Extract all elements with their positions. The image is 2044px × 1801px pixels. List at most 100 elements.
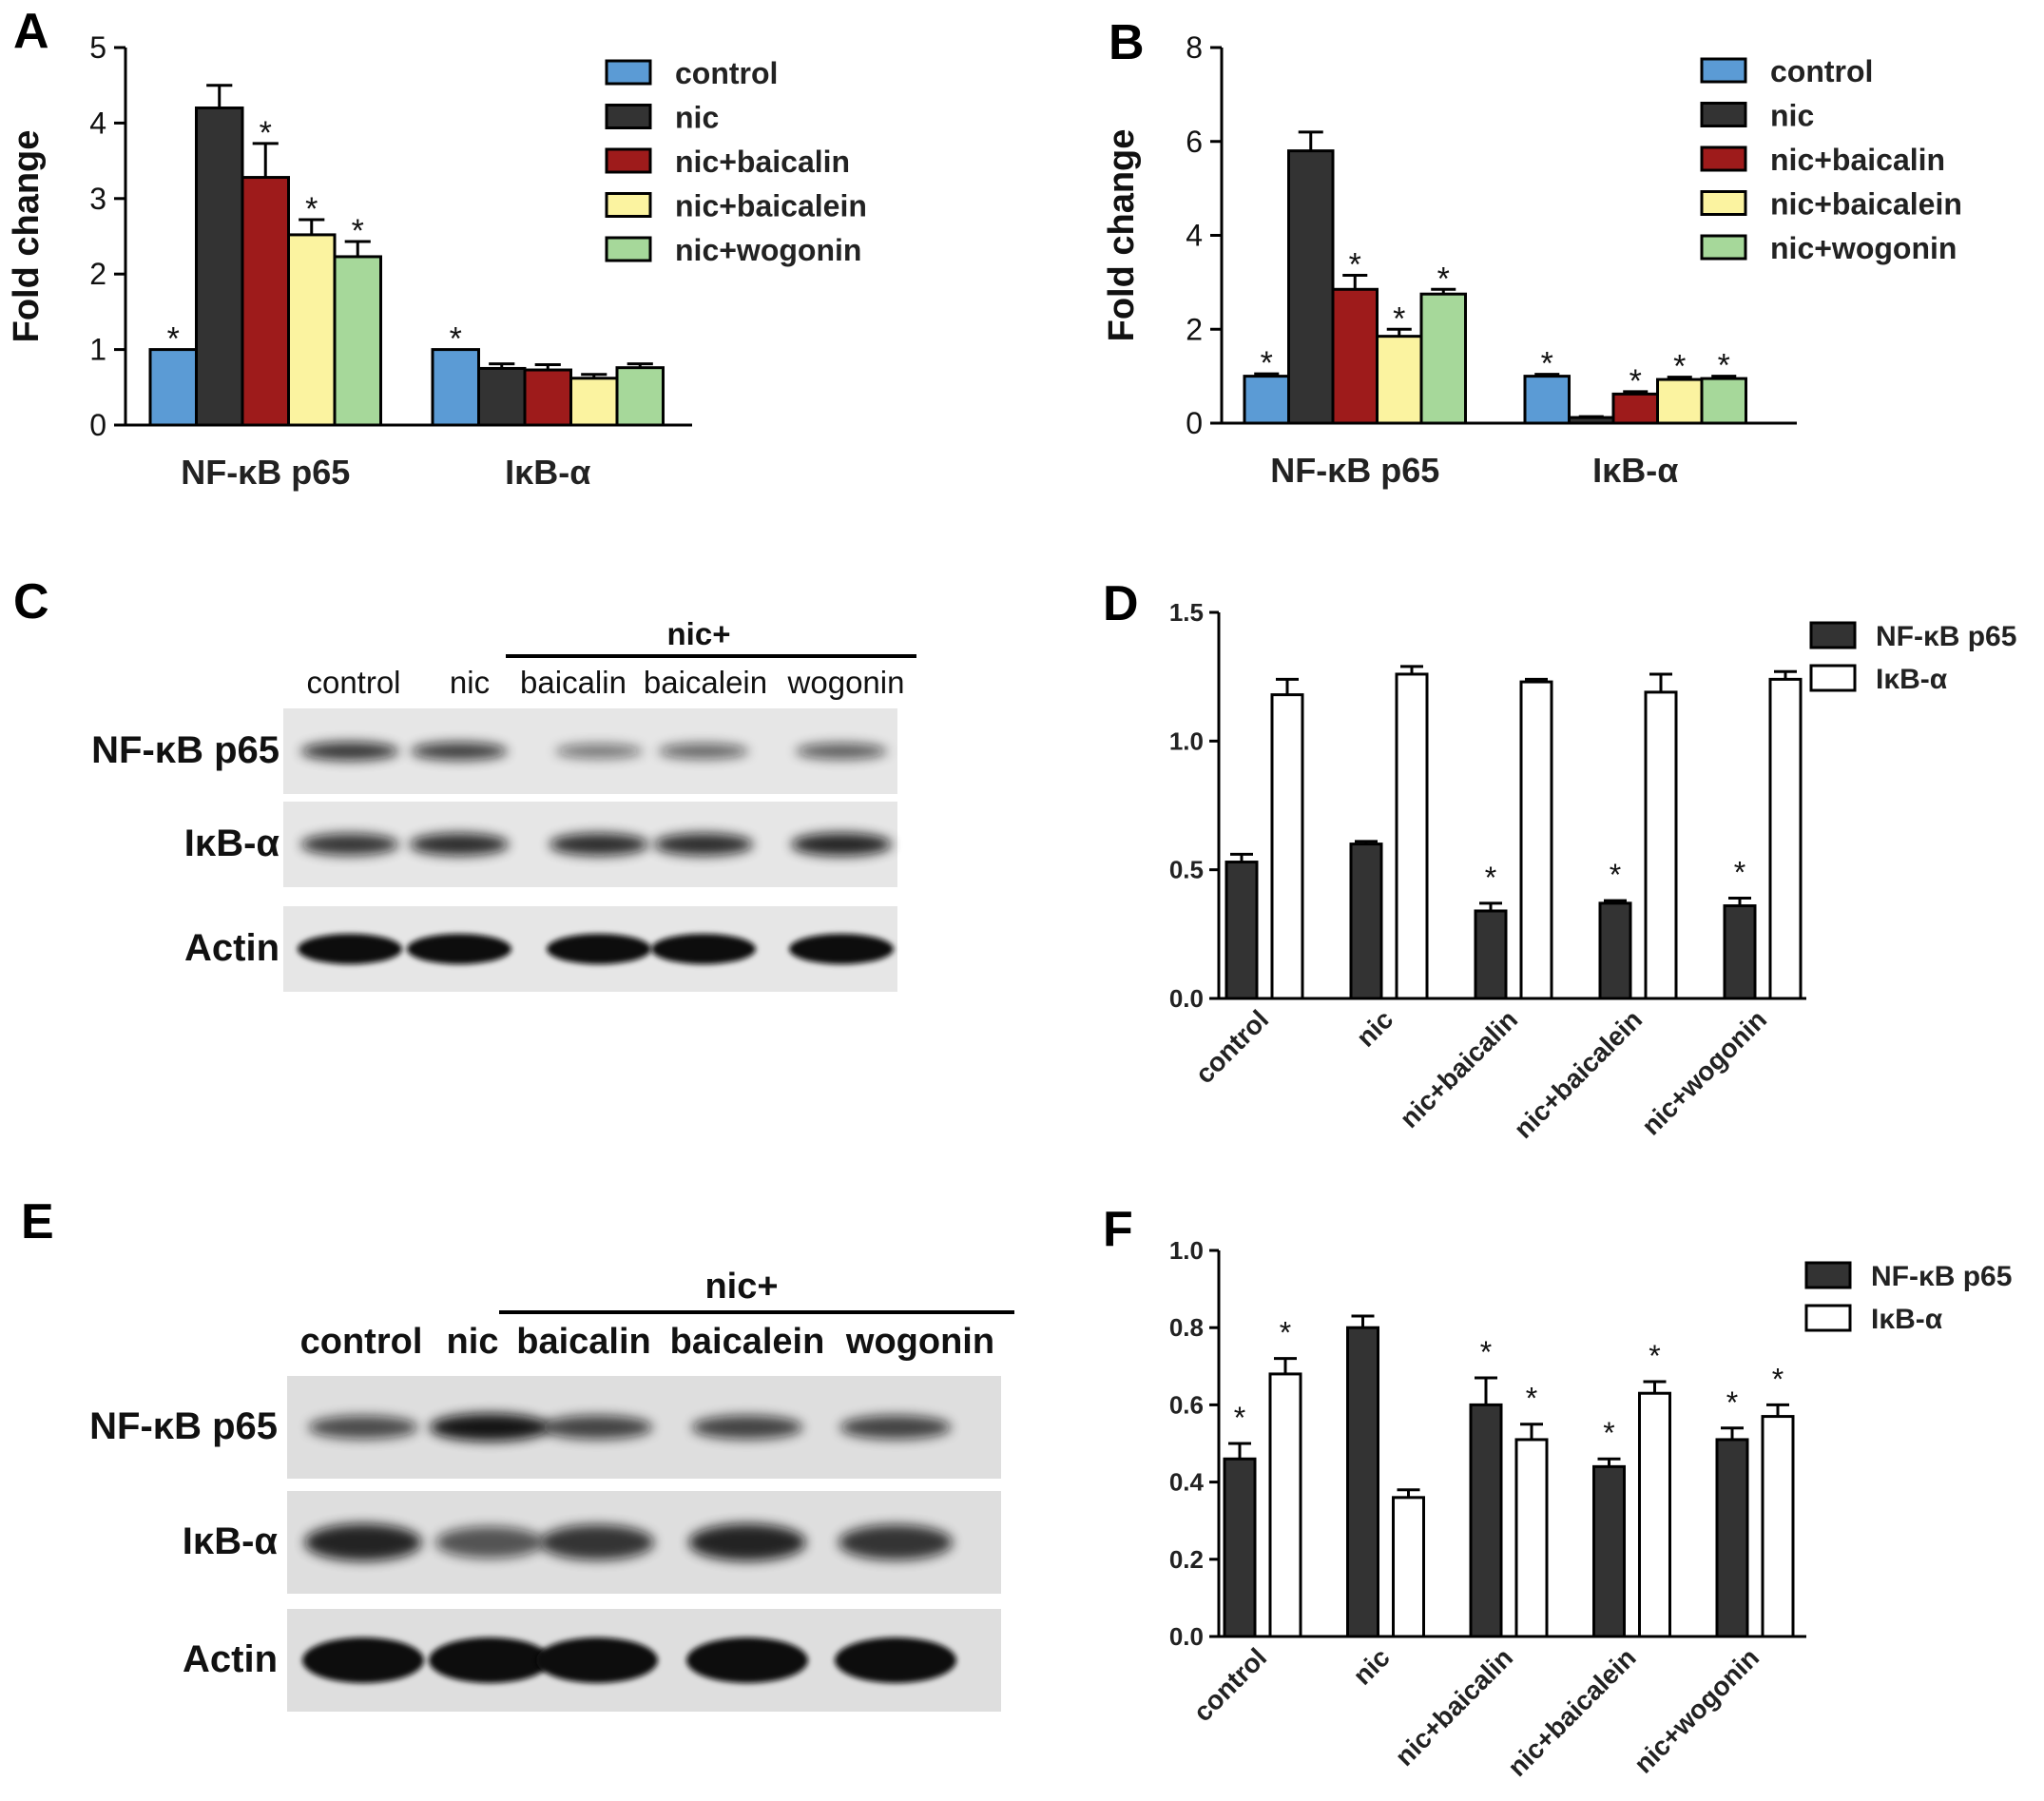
y-tick-label: 1.0 xyxy=(1169,1236,1204,1265)
bar-nic xyxy=(477,366,527,427)
lane-label-control: control xyxy=(306,665,400,700)
legend-swatch xyxy=(1809,664,1857,692)
blot-band xyxy=(688,1523,806,1561)
blot-band xyxy=(549,833,649,856)
legend-swatch xyxy=(605,236,652,262)
legend-label: nic+wogonin xyxy=(675,233,861,267)
y-tick-label: 2 xyxy=(89,257,106,291)
significance-star: * xyxy=(1261,345,1273,381)
x-category-label: nic xyxy=(1351,1004,1399,1053)
legend-swatch xyxy=(605,104,652,129)
significance-star: * xyxy=(1480,1335,1492,1369)
legend-label: nic+baicalin xyxy=(1770,143,1945,177)
y-tick-label: 5 xyxy=(89,30,106,65)
blot-band xyxy=(791,832,892,857)
y-axis-label: Fold change xyxy=(7,130,47,343)
legend-swatch xyxy=(1804,1261,1852,1289)
blot-band xyxy=(409,833,510,856)
x-category-label: control xyxy=(1187,1642,1272,1727)
x-category-label: NF-κB p65 xyxy=(181,453,350,492)
significance-star: * xyxy=(1726,1385,1738,1420)
bar-nf-b-p65 xyxy=(1224,861,1259,1000)
significance-star: * xyxy=(1485,861,1496,895)
legend-swatch xyxy=(1700,57,1747,84)
significance-star: * xyxy=(1437,261,1450,297)
significance-star: * xyxy=(1603,1416,1614,1450)
bar-nf-b-p65 xyxy=(1223,1457,1257,1638)
lane-label-baicalin: baicalin xyxy=(516,1322,651,1362)
significance-star: * xyxy=(1610,858,1621,892)
bar-control xyxy=(148,348,198,427)
y-tick-label: 3 xyxy=(89,182,106,216)
y-tick-label: 0.5 xyxy=(1169,856,1204,884)
bar-control xyxy=(1243,375,1290,425)
blot-band xyxy=(541,1415,653,1440)
x-category-label: nic+baicalein xyxy=(1508,1004,1648,1144)
bar-i-b xyxy=(1392,1496,1425,1638)
bar-nic xyxy=(1287,149,1335,425)
bar-nf-b-p65 xyxy=(1469,1403,1503,1638)
blot-band xyxy=(429,1413,550,1442)
y-tick-label: 0.2 xyxy=(1169,1545,1204,1574)
x-category-label: NF-κB p65 xyxy=(1270,451,1439,490)
blot-band xyxy=(651,934,756,964)
bar-nic-baicalein xyxy=(1376,335,1423,425)
bar-nic-baicalein xyxy=(1656,378,1704,425)
legend-label: control xyxy=(675,56,778,90)
blot-band xyxy=(411,742,508,761)
blot-band xyxy=(429,1637,550,1683)
bar-nf-b-p65 xyxy=(1592,1464,1626,1638)
significance-star: * xyxy=(260,115,272,151)
blot-band xyxy=(304,1523,422,1561)
legend-label: NF-κB p65 xyxy=(1876,621,2016,652)
bar-nf-b-p65 xyxy=(1723,904,1757,1000)
bar-nic-baicalin xyxy=(523,368,572,427)
lane-label-baicalein: baicalein xyxy=(670,1322,825,1362)
significance-star: * xyxy=(1772,1362,1784,1396)
significance-star: * xyxy=(1734,855,1745,889)
lane-label-baicalin: baicalin xyxy=(520,665,627,700)
bar-nic-baicalein xyxy=(287,233,337,427)
bar-i-b xyxy=(1268,1372,1302,1638)
legend-label: NF-κB p65 xyxy=(1871,1261,2012,1292)
bar-nic-wogonin xyxy=(333,255,382,427)
blot-band xyxy=(547,934,651,964)
significance-star: * xyxy=(1673,349,1686,385)
legend-swatch xyxy=(1700,145,1747,172)
blot-band xyxy=(835,1637,956,1683)
blot-row-label: IκB-α xyxy=(183,1520,279,1562)
blot-band xyxy=(540,1524,654,1560)
bar-nf-b-p65 xyxy=(1598,901,1632,1000)
blot-band xyxy=(686,1637,808,1683)
y-tick-label: 2 xyxy=(1186,312,1203,346)
blot-band xyxy=(658,743,749,760)
legend-swatch xyxy=(1700,190,1747,216)
panel-label-a: A xyxy=(13,4,49,59)
bar-i-b xyxy=(1519,680,1553,1000)
x-category-label: nic+baicalein xyxy=(1502,1642,1642,1782)
bar-nic xyxy=(1568,416,1615,425)
significance-star: * xyxy=(1629,363,1642,399)
bar-nic-baicalin xyxy=(241,176,290,427)
blot-band xyxy=(407,934,511,964)
bar-i-b xyxy=(1270,693,1304,1000)
blot-band xyxy=(300,833,399,856)
y-tick-label: 0.6 xyxy=(1169,1390,1204,1419)
legend-swatch xyxy=(1700,102,1747,127)
bar-nic-wogonin xyxy=(615,366,665,427)
x-category-label: nic+wogonin xyxy=(1636,1004,1772,1140)
bar-nic-wogonin xyxy=(1700,377,1747,425)
x-category-label: nic+baicalin xyxy=(1389,1642,1518,1772)
y-tick-label: 0.8 xyxy=(1169,1313,1204,1342)
panel-label-d: D xyxy=(1103,576,1139,631)
blot-row-label: Actin xyxy=(184,927,280,969)
x-category-label: control xyxy=(1189,1004,1274,1089)
y-tick-label: 1.0 xyxy=(1169,726,1204,755)
bar-i-b xyxy=(1768,677,1803,1000)
lane-label-nic: nic xyxy=(447,1322,499,1362)
significance-star: * xyxy=(1280,1316,1291,1350)
blot-row-label: NF-κB p65 xyxy=(91,729,280,771)
chart-a: 0 1 2 3 4 5 Fold change * * * * NF-κB p65 * IκB-α cont… xyxy=(7,30,867,492)
blot-band xyxy=(298,934,402,964)
